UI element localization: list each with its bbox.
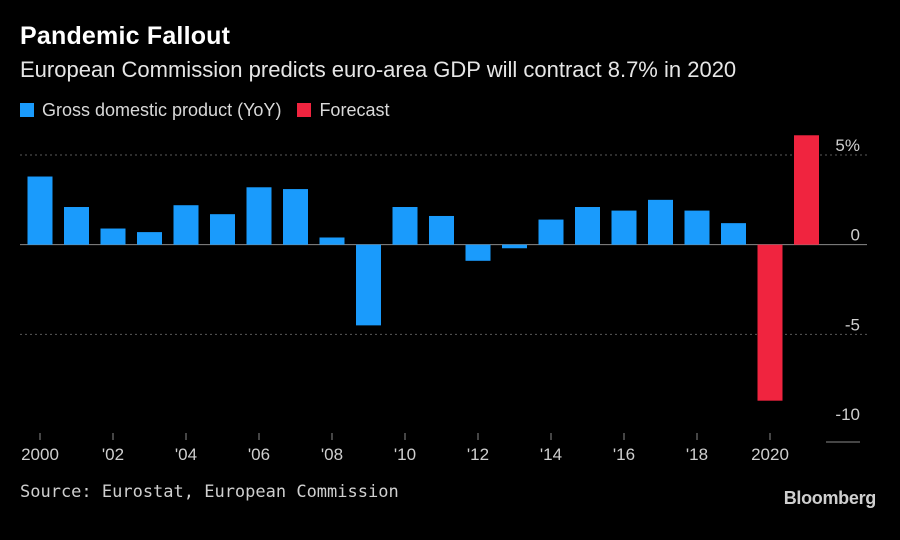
gdp-bar-2011 [429,215,454,245]
y-tick-label: 0 [851,226,860,245]
gdp-bar-2002 [100,228,126,245]
x-tick-label: '12 [467,445,489,464]
x-tick-label: '10 [394,445,416,464]
legend: Gross domestic product (YoY) Forecast [20,98,405,122]
legend-item-gdp: Gross domestic product (YoY) [20,100,281,121]
x-tick-label: '14 [540,445,562,464]
gdp-bar-2014 [538,219,564,245]
gdp-bar-2013 [502,244,527,249]
x-tick-label: '06 [248,445,270,464]
bloomberg-logo: Bloomberg [783,488,877,508]
x-tick-label: '18 [686,445,708,464]
chart-title: Pandemic Fallout [20,22,231,50]
y-tick-label: -5 [845,315,860,334]
legend-item-forecast: Forecast [297,100,389,121]
gdp-bar-2012 [465,244,491,261]
gdp-bar-2015 [575,207,600,245]
gdp-bar-2016 [611,210,637,245]
gdp-bar-2008 [319,237,345,245]
source-note: Source: Eurostat, European Commission [20,482,399,502]
chart-subtitle: European Commission predicts euro-area G… [20,57,737,82]
y-tick-label: 5% [835,136,860,155]
y-tick-label: -10 [835,405,860,424]
gdp-bar-2010 [392,207,418,245]
gdp-bar-2006 [246,187,272,245]
x-tick-label: '16 [613,445,635,464]
gdp-bar-2019 [721,223,746,245]
gdp-bar-2005 [210,214,235,245]
forecast-bar-2020 [757,244,783,401]
gdp-bar-2018 [684,210,710,245]
gdp-bar-2004 [173,205,199,245]
x-tick-label: '04 [175,445,197,464]
x-tick-label: 2020 [751,445,789,464]
forecast-bar-2021 [794,135,819,245]
gdp-bar-2017 [648,199,673,245]
x-tick-label: '02 [102,445,124,464]
gdp-bar-2003 [137,232,162,245]
legend-swatch-gdp [20,103,34,117]
gdp-bar-2000 [27,176,53,245]
legend-label-gdp: Gross domestic product (YoY) [42,99,282,120]
gdp-bar-2009 [356,244,381,326]
gdp-bar-2007 [283,189,308,245]
x-tick-label: '08 [321,445,343,464]
legend-swatch-forecast [297,103,312,117]
x-tick-label: 2000 [21,445,59,464]
legend-label-forecast: Forecast [319,99,390,120]
gdp-bar-2001 [64,207,89,245]
